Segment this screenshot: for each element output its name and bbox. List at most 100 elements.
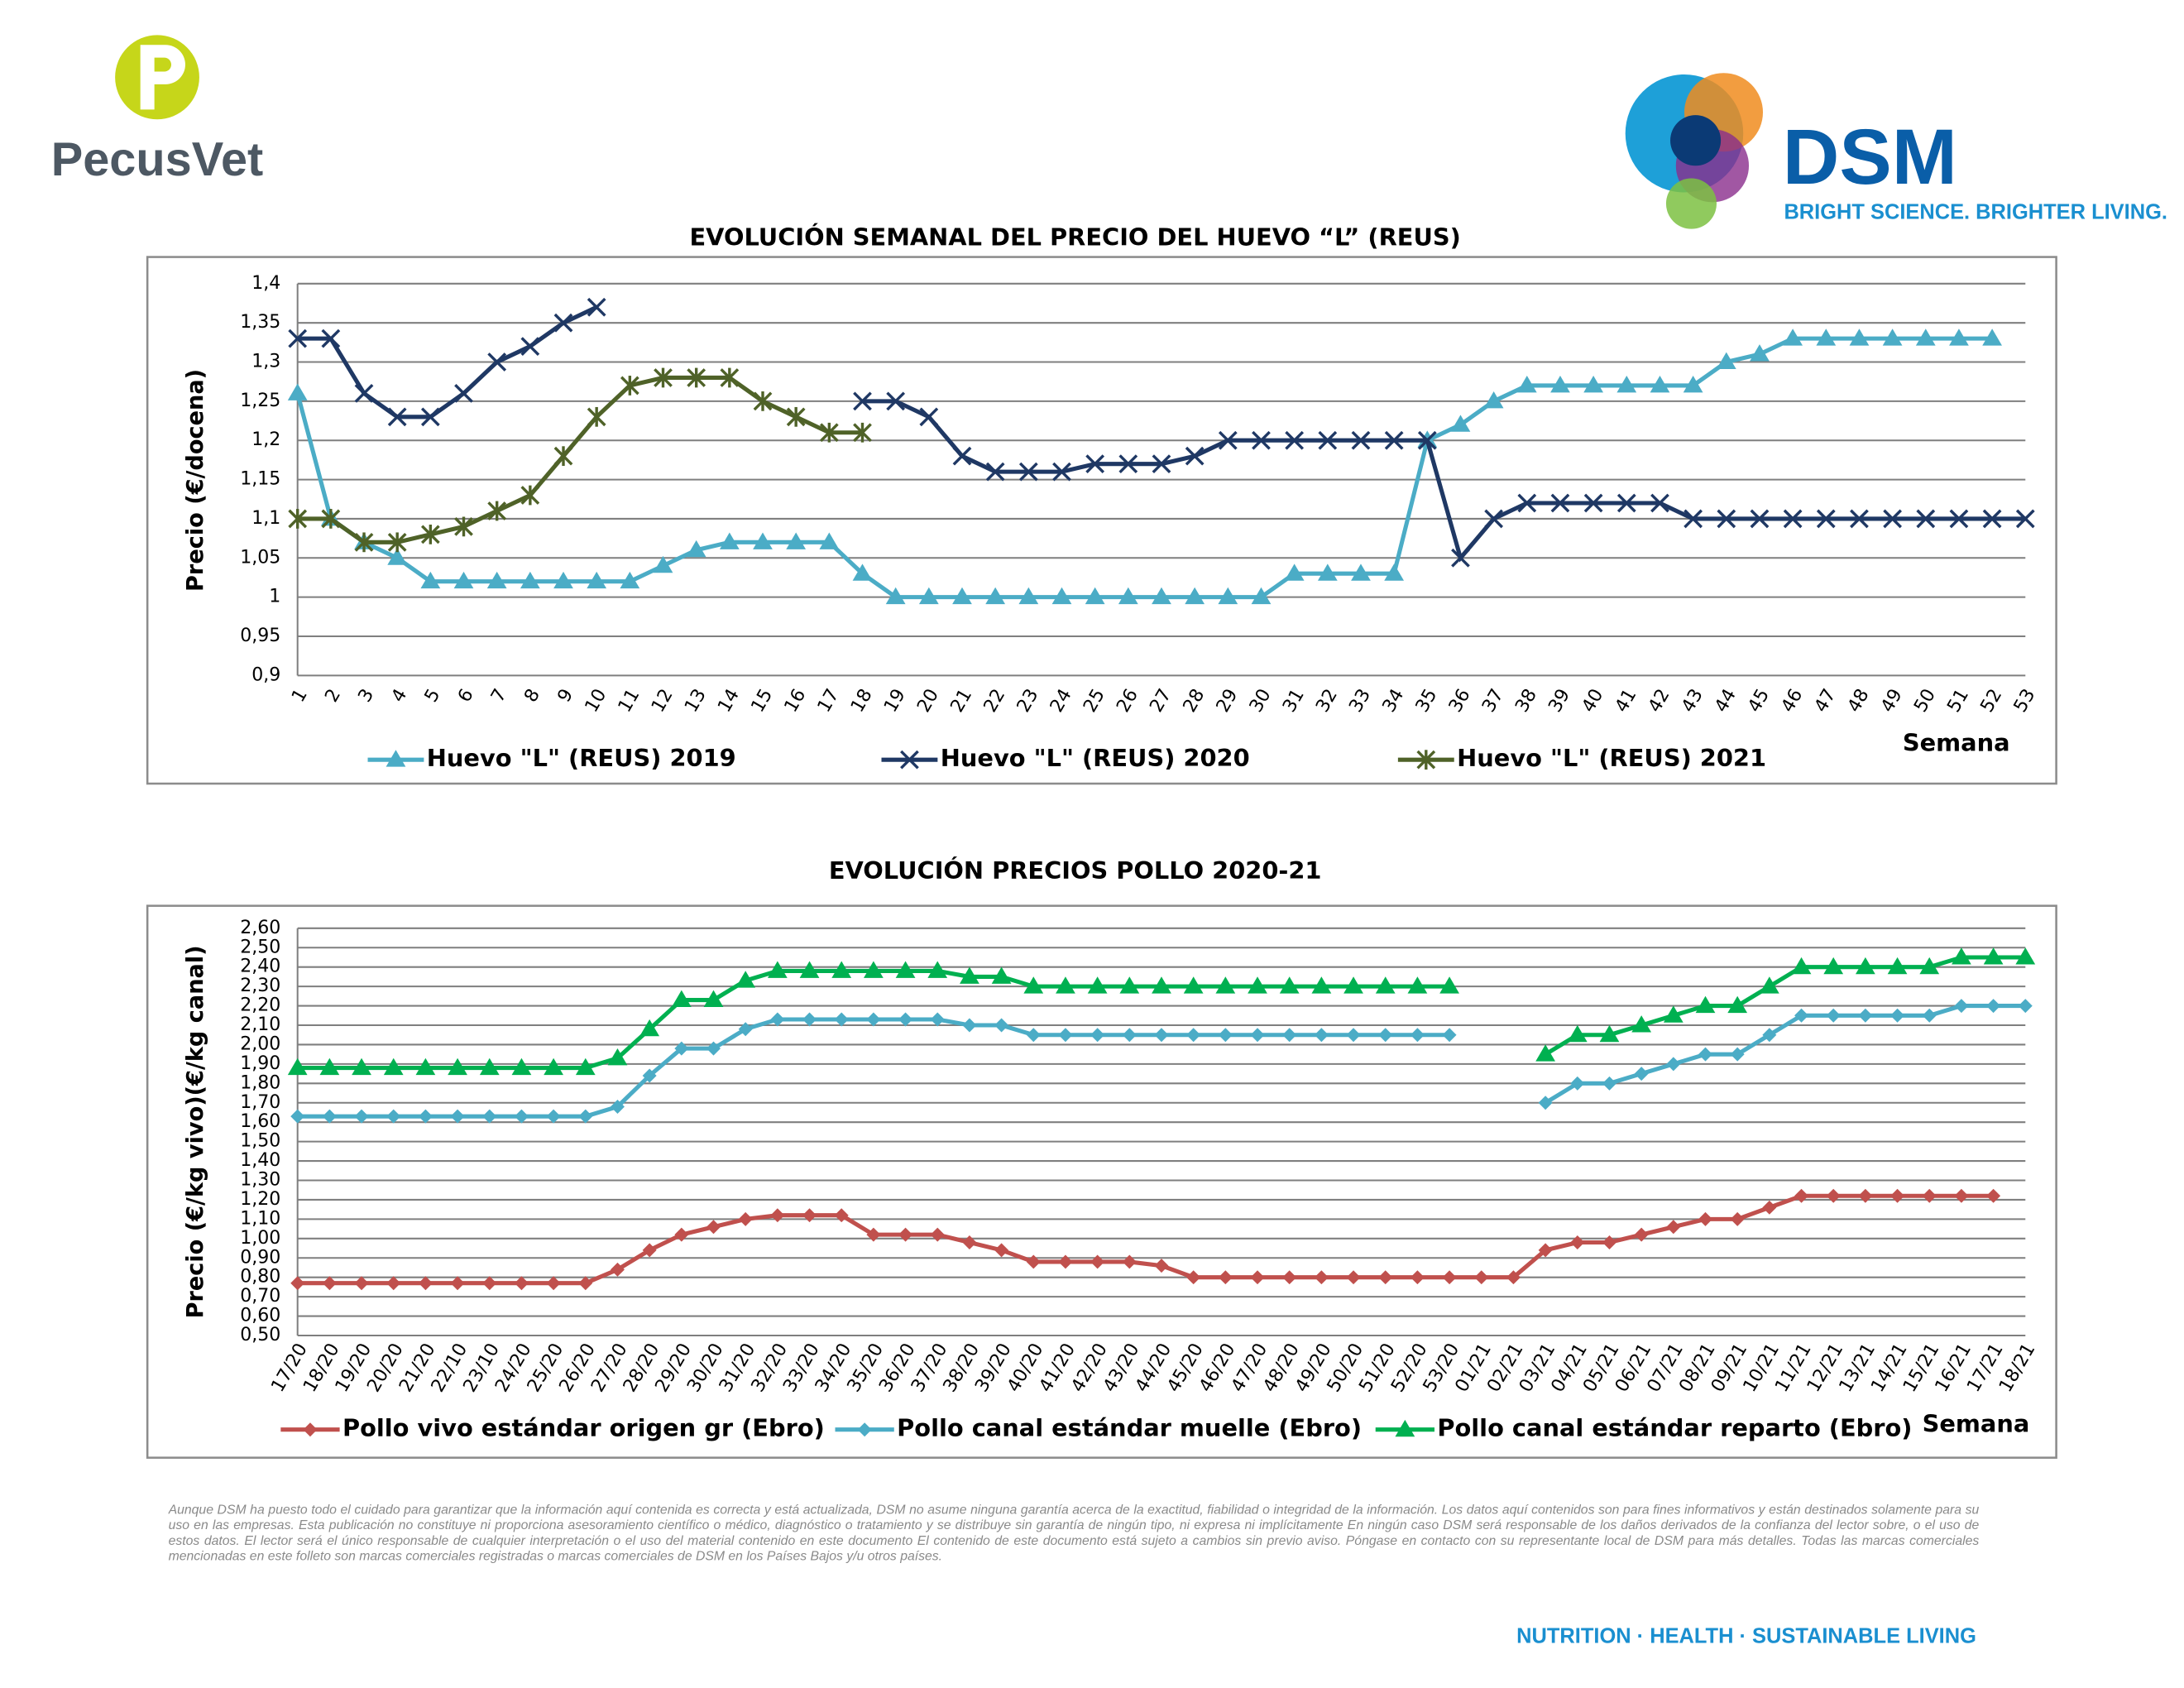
marker-shape [1602, 1235, 1616, 1249]
point-marker [686, 539, 706, 558]
x-tick-label: 31 [1279, 686, 1309, 717]
point-marker [1949, 328, 1969, 346]
marker-shape [482, 1109, 497, 1124]
marker-shape [1474, 1270, 1489, 1285]
marker-shape [587, 297, 606, 317]
point-marker [553, 571, 573, 589]
x-tick-label: 33 [1345, 686, 1375, 717]
x-tick-label: 11 [615, 686, 644, 717]
marker-shape [1250, 1028, 1265, 1043]
marker-shape [1311, 976, 1332, 994]
logo-p-hole [154, 57, 171, 72]
point-marker [1826, 1008, 1841, 1023]
disclaimer: Aunque DSM ha puesto todo el cuidado par… [168, 1502, 1980, 1563]
point-marker [290, 1109, 305, 1124]
point-marker [639, 1019, 660, 1037]
point-marker [1407, 976, 1428, 994]
legend-label: Huevo "L" (REUS) 2020 [941, 744, 1250, 772]
y-tick-label: 0,80 [240, 1267, 280, 1288]
marker-shape [1986, 999, 2001, 1014]
marker-shape [450, 1276, 465, 1291]
marker-shape [290, 1276, 305, 1291]
y-tick-label: 2,10 [240, 1014, 280, 1035]
marker-shape [1727, 995, 1748, 1014]
point-marker [1118, 454, 1138, 474]
point-marker [1416, 750, 1436, 770]
point-marker [321, 328, 341, 348]
point-marker [1285, 430, 1305, 450]
marker-shape [639, 1019, 660, 1037]
point-marker [2018, 999, 2033, 1014]
marker-shape [415, 1057, 436, 1076]
marker-shape [1314, 1028, 1329, 1043]
y-tick-label: 2,20 [240, 995, 280, 1016]
point-marker [288, 328, 308, 348]
point-marker [1983, 947, 2004, 965]
point-marker [387, 407, 407, 427]
marker-shape [1087, 976, 1108, 994]
x-tick-label: 24 [1046, 686, 1076, 717]
footer: NUTRITION · HEALTH · SUSTAINABLE LIVING [1516, 1625, 1976, 1648]
x-tick-label: 22 [980, 686, 1010, 717]
point-marker [1122, 1028, 1137, 1043]
point-marker [1154, 1259, 1169, 1273]
y-tick-label: 0,95 [240, 626, 280, 646]
marker-shape [1535, 1044, 1555, 1062]
point-marker [1215, 976, 1236, 994]
point-marker [1986, 1188, 2001, 1203]
marker-shape [962, 1018, 977, 1033]
marker-shape [1410, 1270, 1425, 1285]
point-marker [1887, 957, 1908, 975]
marker-shape [1018, 462, 1038, 482]
point-marker [322, 1109, 337, 1124]
point-marker [1783, 509, 1803, 529]
point-marker [1550, 376, 1570, 393]
point-marker [786, 532, 807, 549]
marker-shape [1248, 976, 1267, 994]
point-marker [1516, 376, 1537, 393]
marker-shape [1916, 509, 1936, 529]
marker-shape [1056, 976, 1075, 994]
chart-frame [146, 904, 2057, 1459]
legend-label: Huevo "L" (REUS) 2021 [1457, 744, 1766, 772]
marker-shape [486, 571, 507, 589]
marker-shape [578, 1276, 593, 1291]
marker-shape [1826, 1008, 1841, 1023]
x-tick-label: 19 [880, 686, 910, 717]
point-marker [1087, 976, 1108, 994]
point-marker [287, 1057, 308, 1076]
point-marker [1982, 509, 2002, 529]
y-tick-label: 1,00 [240, 1228, 280, 1249]
point-marker [1759, 976, 1779, 994]
marker-shape [1118, 454, 1138, 474]
marker-shape [1666, 1057, 1681, 1072]
point-marker [1716, 352, 1736, 370]
marker-shape [1085, 587, 1105, 605]
marker-shape [1634, 1067, 1649, 1081]
chart-frame [146, 256, 2057, 785]
marker-shape [387, 407, 407, 427]
point-marker [1018, 587, 1039, 605]
point-marker [387, 548, 408, 565]
point-marker [1474, 1270, 1489, 1285]
point-marker [1567, 1024, 1588, 1043]
marker-shape [819, 532, 840, 549]
marker-shape [479, 1057, 500, 1076]
point-marker [2015, 509, 2035, 529]
marker-shape [544, 1057, 563, 1076]
point-marker [620, 376, 639, 396]
marker-shape [1442, 1028, 1457, 1043]
marker-shape [770, 1012, 785, 1027]
marker-shape [866, 1227, 881, 1242]
x-tick-label: 27 [1146, 686, 1176, 717]
marker-shape [994, 1243, 1009, 1258]
marker-shape [671, 990, 692, 1008]
point-marker [1666, 1057, 1681, 1072]
marker-shape [1314, 1270, 1329, 1285]
marker-shape [354, 1109, 369, 1124]
point-marker [420, 524, 440, 544]
point-marker [994, 1243, 1009, 1258]
marker-shape [706, 1220, 721, 1235]
point-marker [482, 1109, 497, 1124]
point-marker [1916, 509, 1936, 529]
